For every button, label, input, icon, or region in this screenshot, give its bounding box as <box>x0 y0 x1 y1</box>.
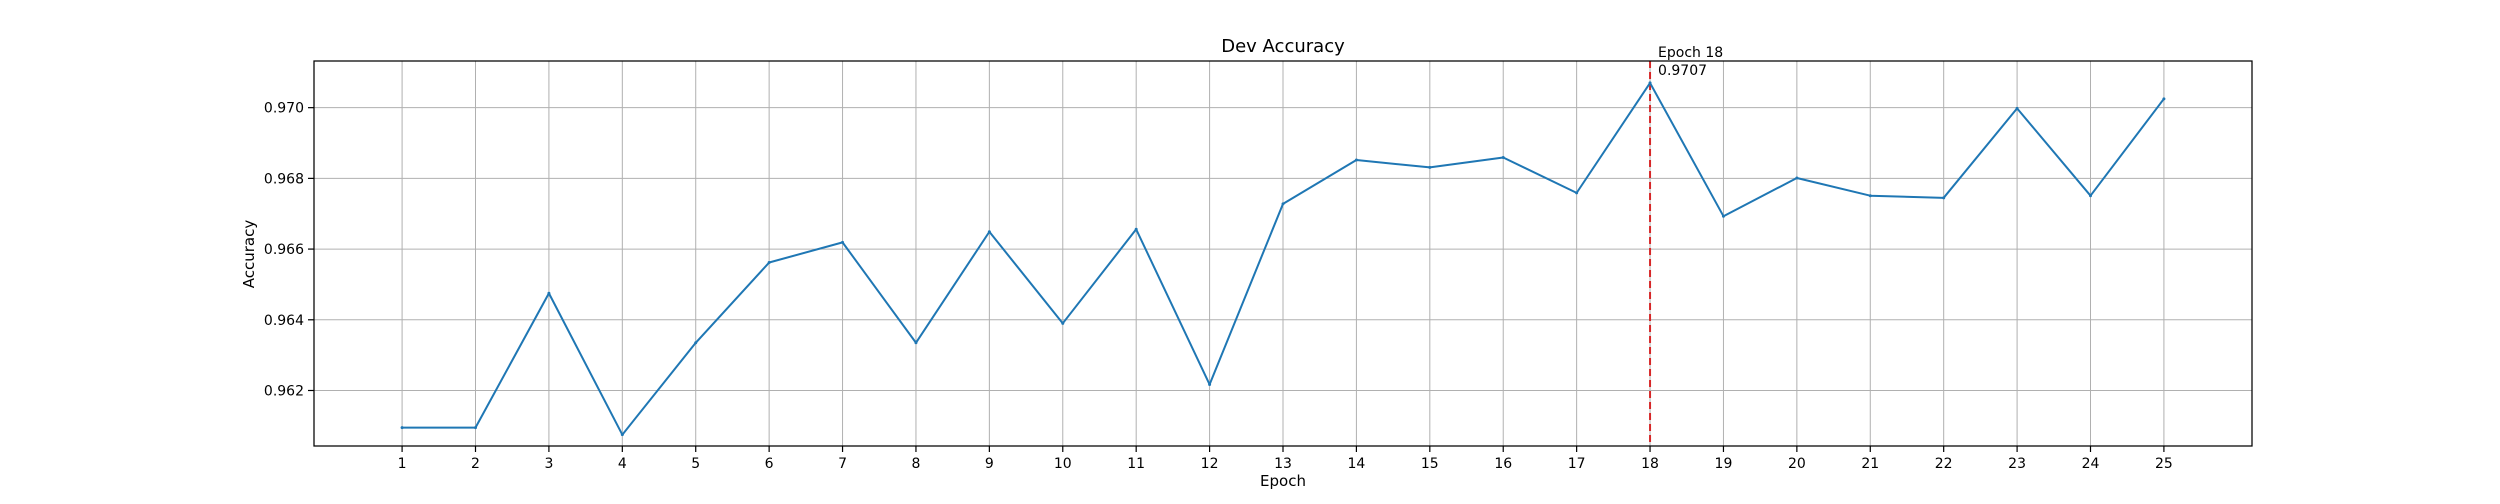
x-tick-label: 20 <box>1788 456 1806 472</box>
accuracy-data-point <box>914 341 918 345</box>
y-tick-label: 0.964 <box>264 313 304 329</box>
x-tick-label: 23 <box>2008 456 2026 472</box>
y-axis-label: Accuracy <box>240 220 258 289</box>
x-tick-label: 15 <box>1421 456 1439 472</box>
y-tick-label: 0.970 <box>264 101 304 117</box>
x-tick-label: 19 <box>1715 456 1733 472</box>
x-axis-label: Epoch <box>1260 472 1306 490</box>
accuracy-data-point <box>1575 191 1579 195</box>
x-tick-label: 10 <box>1054 456 1072 472</box>
x-tick-label: 3 <box>544 456 553 472</box>
x-axis: 1 2 3 4 5 6 7 8 9 10 11 12 13 14 15 16 17 18 19 20 21 22 23 24 2… <box>398 446 2173 472</box>
x-tick-label: 5 <box>691 456 700 472</box>
x-tick-label: 24 <box>2082 456 2100 472</box>
x-tick-label: 7 <box>838 456 847 472</box>
accuracy-data-point <box>474 426 477 430</box>
accuracy-data-point <box>1354 158 1358 162</box>
accuracy-data-point <box>1208 382 1212 386</box>
x-tick-label: 11 <box>1127 456 1145 472</box>
x-tick-label: 16 <box>1494 456 1512 472</box>
accuracy-data-point <box>1428 165 1432 169</box>
accuracy-data-point <box>1868 194 1872 198</box>
accuracy-data-point <box>2162 97 2166 101</box>
y-tick-label: 0.966 <box>264 242 304 258</box>
y-tick-label: 0.968 <box>264 171 304 187</box>
x-tick-label: 22 <box>1935 456 1953 472</box>
accuracy-data-point <box>1942 196 1946 200</box>
x-tick-label: 4 <box>618 456 627 472</box>
x-tick-label: 1 <box>398 456 407 472</box>
accuracy-data-point <box>767 261 771 265</box>
accuracy-data-point <box>1648 81 1652 85</box>
annotation-text-layer: Epoch 18 0.9707 <box>1658 45 1723 79</box>
accuracy-data-point <box>2089 194 2092 198</box>
accuracy-data-point <box>1501 156 1505 160</box>
annotation-value-label: 0.9707 <box>1658 63 1707 79</box>
x-tick-label: 21 <box>1861 456 1879 472</box>
x-tick-label: 8 <box>911 456 920 472</box>
y-tick-label: 0.962 <box>264 383 304 399</box>
accuracy-data-point <box>1281 202 1285 206</box>
x-tick-label: 13 <box>1274 456 1292 472</box>
accuracy-data-point <box>547 291 551 295</box>
accuracy-data-point <box>1061 321 1065 325</box>
x-tick-label: 6 <box>765 456 774 472</box>
x-tick-label: 2 <box>471 456 480 472</box>
accuracy-data-point <box>1721 214 1725 218</box>
x-tick-label: 25 <box>2155 456 2173 472</box>
accuracy-data-point <box>841 240 845 244</box>
accuracy-data-point <box>1134 227 1138 231</box>
annotation-epoch-label: Epoch 18 <box>1658 45 1723 61</box>
x-tick-label: 14 <box>1347 456 1365 472</box>
accuracy-data-point <box>400 426 404 430</box>
accuracy-data-point <box>694 341 698 345</box>
chart-title: Dev Accuracy <box>1221 36 1345 57</box>
accuracy-data-point <box>1795 176 1799 180</box>
x-tick-label: 17 <box>1568 456 1586 472</box>
x-tick-label: 18 <box>1641 456 1659 472</box>
accuracy-data-point <box>2015 106 2019 110</box>
grid-layer <box>314 61 2252 446</box>
accuracy-data-point <box>987 230 991 234</box>
series-layer <box>400 81 2166 437</box>
accuracy-data-point <box>620 433 624 437</box>
y-axis: 0.962 0.964 0.966 0.968 0.970 <box>264 101 314 399</box>
x-tick-label: 12 <box>1201 456 1219 472</box>
x-tick-label: 9 <box>985 456 994 472</box>
